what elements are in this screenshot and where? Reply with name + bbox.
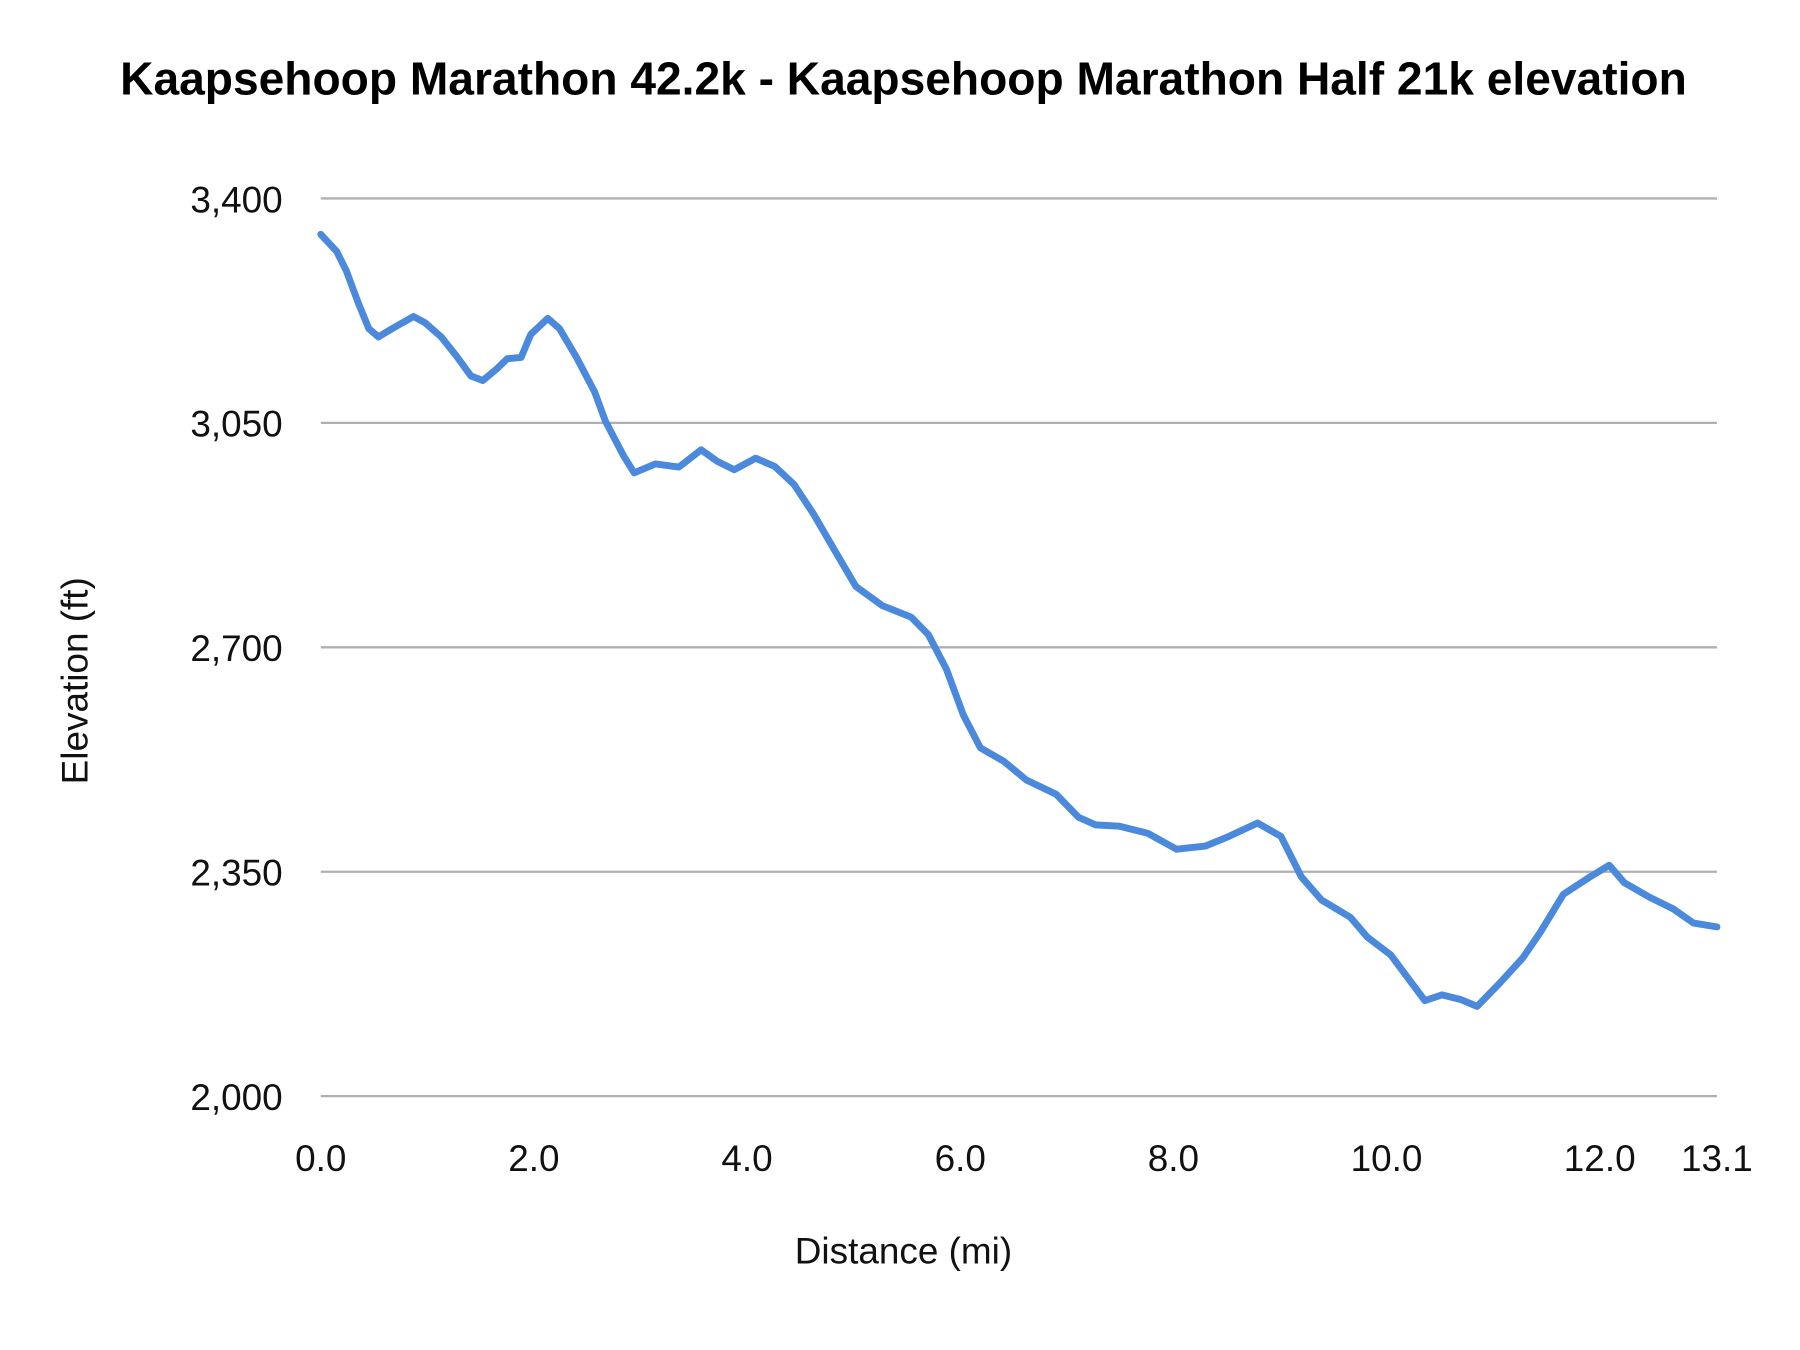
elevation-line <box>317 230 1721 1010</box>
x-axis-label: Distance (mi) <box>795 1230 1012 1271</box>
y-tick-label: 3,400 <box>190 179 282 220</box>
x-tick-label: 12.0 <box>1564 1138 1636 1179</box>
x-tick-label: 2.0 <box>508 1138 559 1179</box>
x-tick-label: 10.0 <box>1351 1138 1423 1179</box>
y-axis-label: Elevation (ft) <box>55 577 96 784</box>
x-tick-label: 6.0 <box>935 1138 986 1179</box>
x-tick-label: 0.0 <box>295 1138 346 1179</box>
x-tick-label: 4.0 <box>721 1138 772 1179</box>
y-tick-label: 2,000 <box>190 1077 282 1118</box>
y-tick-label: 2,700 <box>190 628 282 669</box>
x-axis-ticks: 0.0 2.0 4.0 6.0 8.0 10.0 12.0 13.1 <box>295 1138 1753 1179</box>
x-tick-label: 8.0 <box>1148 1138 1199 1179</box>
y-tick-label: 2,350 <box>190 853 282 894</box>
gridlines <box>320 197 1717 1098</box>
chart-title: Kaapsehoop Marathon 42.2k - Kaapsehoop M… <box>120 53 1687 105</box>
x-tick-label: 13.1 <box>1681 1138 1753 1179</box>
y-tick-label: 3,050 <box>190 404 282 445</box>
y-axis-ticks: 3,400 3,050 2,700 2,350 2,000 <box>190 179 282 1118</box>
